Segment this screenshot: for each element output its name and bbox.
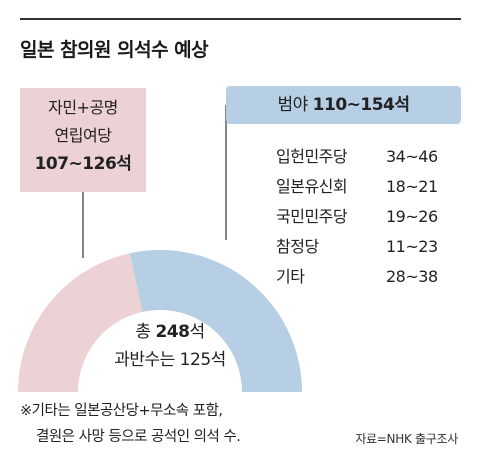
total-prefix: 총 <box>135 322 156 342</box>
chart-title: 일본 참의원 의석수 예상 <box>20 39 209 61</box>
opposition-header: 범야 110~154석 <box>226 86 461 124</box>
total-value: 248 <box>155 322 190 342</box>
slice-opposition <box>129 250 302 392</box>
party-seat-range: 19~26 <box>386 207 438 226</box>
party-row: 국민민주당 19~26 <box>276 202 461 232</box>
footnote-line2: 결원은 사망 등으로 공석인 의석 수. <box>36 429 241 445</box>
party-name: 일본유신회 <box>276 177 348 196</box>
party-seat-range: 18~21 <box>386 177 438 196</box>
party-seat-range: 11~23 <box>386 237 438 256</box>
footnote: ※기타는 일본공산당+무소속 포함, 결원은 사망 등으로 공석인 의석 수. <box>20 398 241 450</box>
party-name: 국민민주당 <box>276 207 348 226</box>
top-rule <box>20 18 461 20</box>
party-row: 입헌민주당 34~46 <box>276 142 461 172</box>
chart-center-label: 총 248석 과반수는 125석 <box>100 318 240 374</box>
party-seat-range: 28~38 <box>386 267 438 286</box>
party-row: 기타 28~38 <box>276 262 461 292</box>
footnote-line1: ※기타는 일본공산당+무소속 포함, <box>20 403 223 419</box>
ruling-label-line2: 연립여당 <box>54 126 112 145</box>
party-row: 일본유신회 18~21 <box>276 172 461 202</box>
majority-threshold: 과반수는 125석 <box>114 350 226 370</box>
party-name: 입헌민주당 <box>276 147 348 166</box>
source-credit: 자료=NHK 출구조사 <box>355 432 458 446</box>
total-seats: 총 248석 <box>100 318 240 346</box>
opposition-seats: 110~154석 <box>312 95 410 115</box>
party-name: 기타 <box>276 267 305 286</box>
party-name: 참정당 <box>276 237 319 256</box>
total-suffix: 석 <box>189 322 205 342</box>
party-row: 참정당 11~23 <box>276 232 461 262</box>
opposition-label: 범야 <box>277 95 308 115</box>
slice-ruling-coalition <box>18 253 143 392</box>
ruling-label-line1: 자민+공명 <box>48 98 118 117</box>
party-seat-range: 34~46 <box>386 147 438 166</box>
ruling-coalition-box: 자민+공명 연립여당 107~126석 <box>20 88 146 192</box>
opposition-party-list: 입헌민주당 34~46 일본유신회 18~21 국민민주당 19~26 참정당 … <box>276 142 461 292</box>
ruling-seats: 107~126석 <box>34 154 132 174</box>
